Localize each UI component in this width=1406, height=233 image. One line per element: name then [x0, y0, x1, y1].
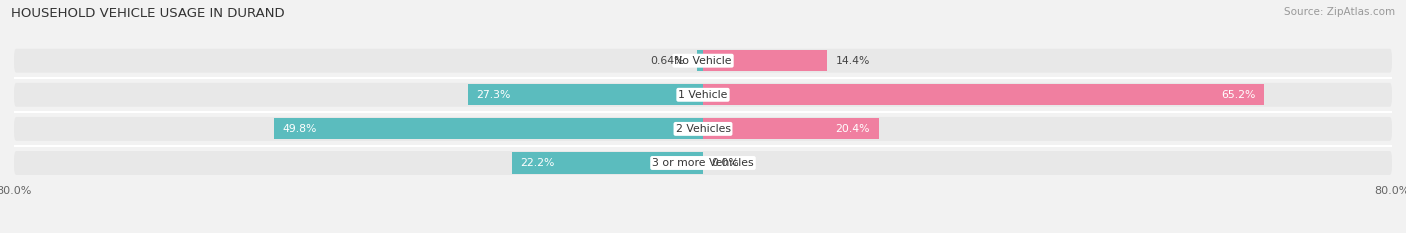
Text: 3 or more Vehicles: 3 or more Vehicles: [652, 158, 754, 168]
FancyBboxPatch shape: [14, 151, 1392, 175]
Bar: [703, 118, 879, 140]
Text: 20.4%: 20.4%: [835, 124, 870, 134]
Text: 65.2%: 65.2%: [1222, 90, 1256, 100]
FancyBboxPatch shape: [14, 83, 1392, 107]
Text: 49.8%: 49.8%: [283, 124, 318, 134]
Text: 0.0%: 0.0%: [711, 158, 740, 168]
Bar: [274, 118, 703, 140]
Text: 2 Vehicles: 2 Vehicles: [675, 124, 731, 134]
Bar: [512, 152, 703, 174]
Bar: [697, 50, 703, 71]
Text: Source: ZipAtlas.com: Source: ZipAtlas.com: [1284, 7, 1395, 17]
Text: 27.3%: 27.3%: [477, 90, 510, 100]
Bar: [703, 50, 827, 71]
Text: 1 Vehicle: 1 Vehicle: [678, 90, 728, 100]
Bar: [468, 84, 703, 105]
Text: 0.64%: 0.64%: [650, 56, 685, 66]
FancyBboxPatch shape: [14, 117, 1392, 141]
Text: 22.2%: 22.2%: [520, 158, 555, 168]
Bar: [703, 84, 1264, 105]
Text: No Vehicle: No Vehicle: [675, 56, 731, 66]
Text: 14.4%: 14.4%: [835, 56, 870, 66]
FancyBboxPatch shape: [14, 49, 1392, 73]
Text: HOUSEHOLD VEHICLE USAGE IN DURAND: HOUSEHOLD VEHICLE USAGE IN DURAND: [11, 7, 285, 20]
